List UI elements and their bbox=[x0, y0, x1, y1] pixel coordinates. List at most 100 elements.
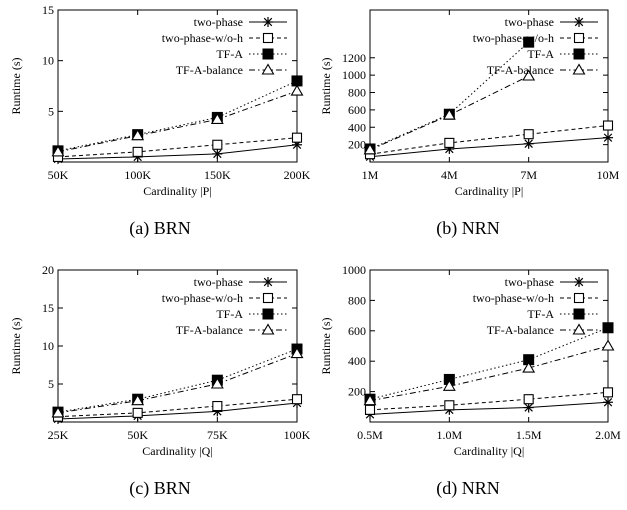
data-point bbox=[523, 138, 534, 149]
series-line bbox=[57, 137, 298, 158]
series-tf-a-balance bbox=[51, 347, 304, 418]
series-tf-a-balance bbox=[363, 339, 615, 406]
data-point bbox=[523, 129, 534, 140]
data-point bbox=[291, 394, 303, 405]
data-point bbox=[602, 120, 614, 131]
x-tick-label: 25K bbox=[48, 428, 69, 442]
legend-marker bbox=[261, 63, 275, 75]
legend-marker bbox=[574, 277, 584, 287]
x-tick-label: 100K bbox=[124, 168, 151, 182]
x-tick-label: 1.0M bbox=[436, 428, 462, 442]
panel-caption: (c) BRN bbox=[129, 478, 191, 499]
legend-marker bbox=[262, 32, 274, 44]
y-tick-label: 10 bbox=[42, 339, 54, 353]
series-line bbox=[369, 137, 609, 158]
data-point bbox=[363, 394, 377, 406]
legend-label: two-phase bbox=[194, 15, 243, 29]
x-tick-label: 0.5M bbox=[357, 428, 383, 442]
y-tick-label: 15 bbox=[42, 3, 54, 17]
series-tf-a-balance bbox=[51, 84, 304, 157]
legend-label: TF-A-balance bbox=[176, 63, 243, 77]
y-tick-label: 10 bbox=[42, 54, 54, 68]
series-tf-a-balance bbox=[363, 69, 536, 155]
legend-marker bbox=[263, 17, 273, 27]
legend-label: TF-A-balance bbox=[487, 323, 554, 337]
legend-label: two-phase-w/o-h bbox=[162, 291, 243, 305]
y-tick-label: 1000 bbox=[342, 68, 366, 82]
data-point bbox=[522, 69, 536, 81]
data-point bbox=[290, 84, 304, 96]
legend-marker bbox=[572, 323, 586, 335]
legend-label: two-phase bbox=[194, 275, 243, 289]
data-point bbox=[131, 129, 145, 141]
series-line bbox=[57, 353, 298, 414]
y-tick-label: 600 bbox=[348, 103, 366, 117]
series-line bbox=[369, 41, 530, 150]
legend-label: TF-A-balance bbox=[176, 323, 243, 337]
data-point bbox=[210, 112, 224, 124]
legend: two-phase two-phase-w/o-h TF-A TF-A-balance bbox=[473, 275, 598, 337]
x-tick-label: 50K bbox=[127, 428, 148, 442]
legend-marker bbox=[574, 17, 584, 27]
legend-marker bbox=[573, 48, 585, 60]
chart-panel-3: 5 10 15 20 25K 50K 75K 100K Cardinality |Q| Runti… bbox=[9, 263, 311, 499]
data-point bbox=[442, 379, 456, 391]
legend-label: TF-A bbox=[216, 47, 243, 61]
y-axis-label: Runtime (s) bbox=[9, 58, 23, 115]
chart-panel-1: 5 10 15 50K 100K 150K 200K Cardinality |P| Runti… bbox=[9, 3, 311, 239]
legend-marker bbox=[572, 63, 586, 75]
x-tick-label: 10M bbox=[597, 168, 620, 182]
legend: two-phase two-phase-w/o-h TF-A TF-A-balance bbox=[473, 15, 598, 77]
x-tick-label: 100K bbox=[284, 428, 311, 442]
data-point bbox=[603, 132, 613, 143]
y-axis-label: Runtime (s) bbox=[319, 318, 333, 375]
legend-label: two-phase-w/o-h bbox=[162, 31, 243, 45]
legend-label: two-phase bbox=[505, 275, 554, 289]
legend-label: TF-A bbox=[527, 307, 554, 321]
data-point bbox=[444, 400, 455, 411]
x-axis-label: Cardinality |Q| bbox=[454, 444, 524, 458]
data-point bbox=[51, 145, 65, 157]
y-tick-label: 200 bbox=[348, 138, 366, 152]
data-point bbox=[212, 139, 223, 150]
series-line bbox=[369, 327, 609, 400]
x-tick-label: 2.0M bbox=[595, 428, 621, 442]
y-tick-label: 5 bbox=[48, 104, 54, 118]
series-line bbox=[57, 402, 298, 420]
plot-frame bbox=[369, 9, 609, 163]
data-point bbox=[523, 394, 534, 405]
data-point bbox=[364, 404, 376, 415]
series-two-phase bbox=[365, 397, 613, 420]
data-point bbox=[601, 339, 615, 351]
series-tf-a bbox=[52, 75, 303, 157]
x-tick-label: 1M bbox=[362, 168, 379, 182]
y-tick-label: 200 bbox=[348, 385, 366, 399]
series-line bbox=[369, 401, 609, 415]
y-axis-label: Runtime (s) bbox=[9, 318, 23, 375]
legend-marker bbox=[262, 292, 274, 304]
panel-caption: (a) BRN bbox=[129, 218, 191, 239]
y-tick-label: 15 bbox=[42, 301, 54, 315]
series-line bbox=[57, 144, 298, 160]
y-tick-label: 400 bbox=[348, 120, 366, 134]
series-two-phase-w-o-h bbox=[52, 394, 303, 422]
data-point bbox=[212, 400, 223, 412]
x-tick-label: 1.5M bbox=[516, 428, 542, 442]
legend-label: TF-A-balance bbox=[487, 63, 554, 77]
y-tick-label: 600 bbox=[348, 324, 366, 338]
chart-panel-2: 200 400 600 800 1000 1200 1M 4M 7M 10M Cardinality… bbox=[319, 9, 620, 239]
data-point bbox=[132, 407, 143, 418]
data-point bbox=[291, 75, 303, 87]
y-tick-label: 800 bbox=[348, 293, 366, 307]
y-tick-label: 800 bbox=[348, 86, 366, 100]
series-line bbox=[369, 345, 609, 402]
series-line bbox=[369, 391, 609, 411]
data-point bbox=[212, 148, 223, 159]
legend-label: TF-A bbox=[527, 47, 554, 61]
series-two-phase-w-o-h bbox=[364, 387, 614, 415]
legend-label: two-phase bbox=[505, 15, 554, 29]
y-axis-label: Runtime (s) bbox=[319, 58, 333, 115]
x-tick-label: 150K bbox=[204, 168, 231, 182]
